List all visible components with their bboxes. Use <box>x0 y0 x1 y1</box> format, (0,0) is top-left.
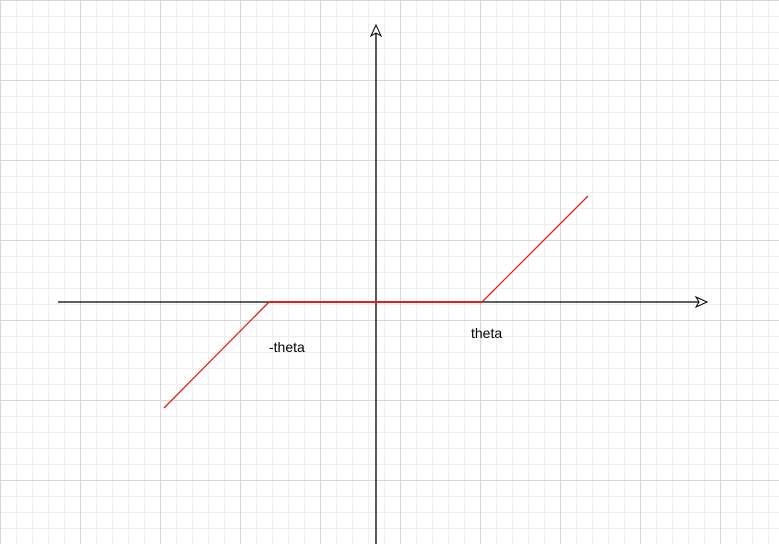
function-negative-segment <box>163 301 270 409</box>
y-axis-arrow-icon <box>369 23 383 38</box>
negative-threshold-label: -theta <box>269 339 305 355</box>
x-axis-arrow-icon <box>694 295 709 309</box>
function-positive-segment <box>481 195 589 303</box>
positive-threshold-label: theta <box>471 325 503 341</box>
